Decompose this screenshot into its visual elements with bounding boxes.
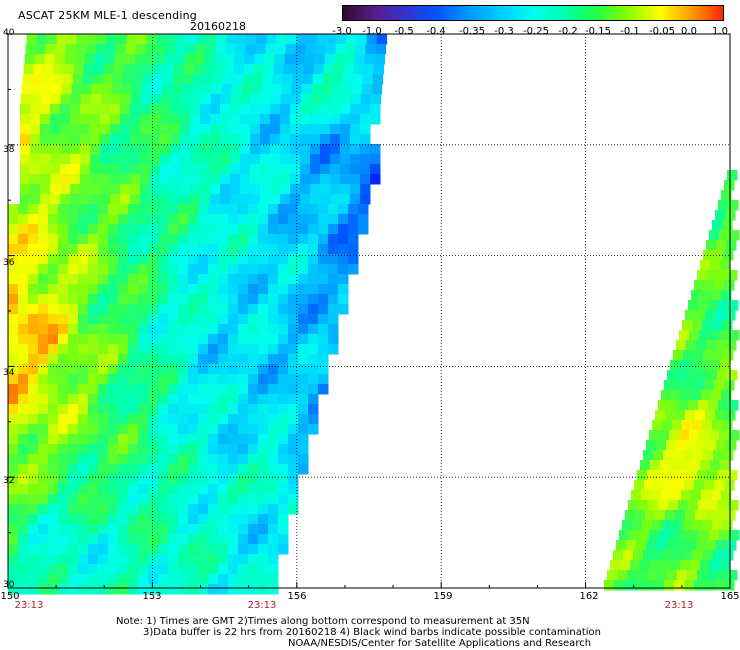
note-line-3: NOAA/NESDIS/Center for Satellite Applica… (288, 638, 592, 649)
colorbar-label: -0.05 (649, 26, 675, 37)
product-title: ASCAT 25KM MLE-1 descending (18, 9, 197, 22)
colorbar-label: 1.0 (712, 26, 728, 37)
colorbar-label: -1.0 (362, 26, 382, 37)
colorbar-label: -0.35 (459, 26, 485, 37)
lon-label: 156 (287, 591, 307, 602)
colorbar-label: -0.5 (394, 26, 414, 37)
product-date: 20160218 (190, 20, 246, 33)
colorbar-label: -0.25 (523, 26, 549, 37)
lon-label: 162 (579, 591, 599, 602)
colorbar-label: 0.0 (681, 26, 697, 37)
colorbar-gradient (342, 5, 724, 21)
colorbar-label: -0.1 (620, 26, 640, 37)
colorbar-labels: -3.0 -1.0 -0.5 -0.4 -0.35 -0.3 -0.25 -0.… (330, 26, 740, 40)
scatterometer-swaths (8, 34, 740, 595)
colorbar-label: -3.0 (332, 26, 352, 37)
time-label: 23:13 (247, 600, 277, 611)
note-line-2: 3)Data buffer is 22 hrs from 20160218 4)… (143, 627, 601, 638)
colorbar-label: -0.4 (426, 26, 446, 37)
lon-label: 153 (142, 591, 162, 602)
lon-label: 165 (720, 591, 740, 602)
lat-label: 36 (3, 258, 15, 268)
map-gridlines (8, 34, 730, 588)
colorbar-label: -0.2 (558, 26, 578, 37)
colorbar (342, 5, 724, 21)
lon-label: 150 (0, 591, 20, 602)
lon-label: 159 (433, 591, 453, 602)
time-label: 23:13 (664, 600, 694, 611)
time-label: 23:13 (14, 600, 44, 611)
colorbar-label: -0.3 (494, 26, 514, 37)
lat-label: 32 (3, 476, 15, 486)
lat-label: 30 (3, 580, 15, 590)
lat-label: 40 (3, 28, 15, 38)
lat-label: 38 (3, 145, 15, 155)
note-line-1: Note: 1) Times are GMT 2)Times along bot… (116, 616, 530, 627)
lat-label: 34 (3, 368, 15, 378)
colorbar-label: -0.15 (585, 26, 611, 37)
